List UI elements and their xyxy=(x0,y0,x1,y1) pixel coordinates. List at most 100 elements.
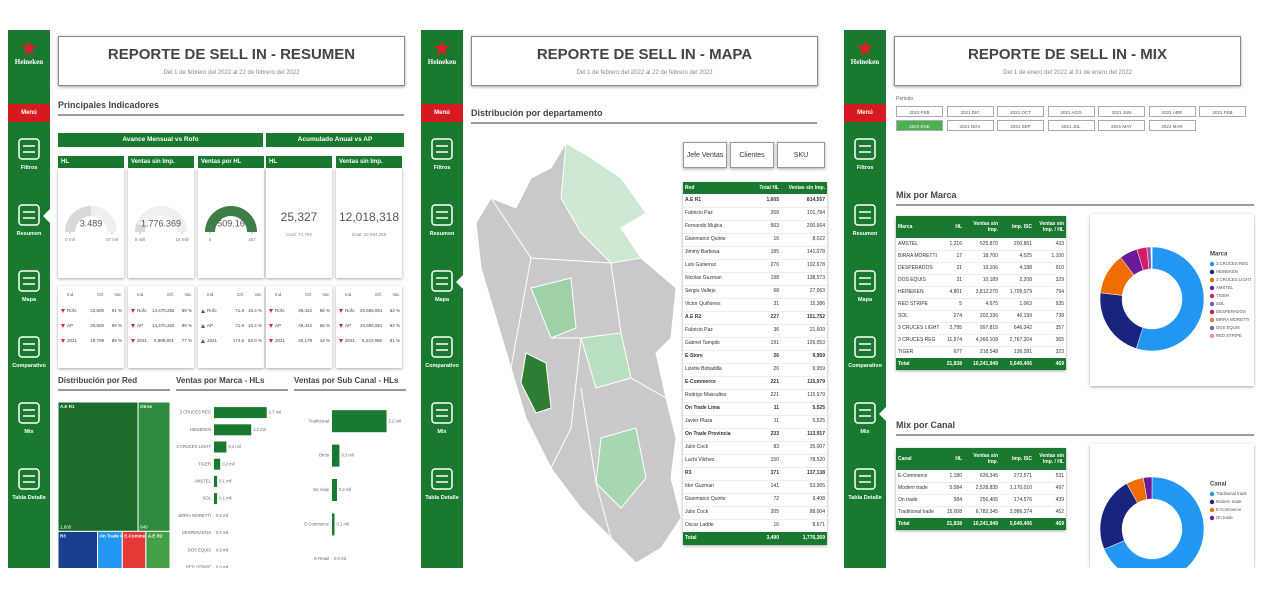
period-button[interactable]: 2021 AGO xyxy=(1047,106,1095,117)
card-header: Ventas sin Imp. xyxy=(336,156,402,168)
nav-item[interactable]: Resumen xyxy=(8,201,50,261)
table-cell: 150 xyxy=(770,457,779,463)
legend-label: AMSTEL xyxy=(1216,285,1234,290)
icon-frame xyxy=(431,468,453,490)
logo-text: Heineken xyxy=(427,58,457,66)
logo-star xyxy=(434,40,450,56)
kpi-card: 1.776.369 0 mill 16 mill xyxy=(128,168,194,278)
menu-button[interactable]: Menú xyxy=(844,104,886,122)
period-button[interactable]: 2021 ABR xyxy=(1148,106,1196,117)
table-cell: 102,678 xyxy=(806,262,825,268)
nav-item[interactable]: Mix xyxy=(844,399,886,459)
nav-label: Tabla Detalle xyxy=(12,495,46,501)
nav-item[interactable]: Mix xyxy=(8,399,50,459)
nav-item[interactable]: Mapa xyxy=(844,267,886,327)
period-button[interactable]: 2022 FEB xyxy=(896,106,943,117)
period-button[interactable]: 2021 MAY xyxy=(1098,120,1145,131)
mini-cell: 71.8 xyxy=(235,308,244,313)
bar xyxy=(332,410,387,433)
column-header: Ventas sin Imp. xyxy=(964,448,1000,470)
period-button[interactable]: 2021 MAR xyxy=(1148,120,1196,131)
period-button[interactable]: 2021 NOV xyxy=(946,120,994,131)
nav-label: Mapa xyxy=(434,297,450,303)
nav-label: Comparativo xyxy=(425,363,459,369)
table-cell: 53,965 xyxy=(809,483,825,489)
table-cell: Oscar Ladde xyxy=(685,522,714,528)
mini-table: Ind. Dif. Var. Rofo 14,470,282 89 % AP 14,470,2… xyxy=(128,286,194,368)
trend-arrow xyxy=(61,309,65,313)
period-button[interactable]: 2021 JUN xyxy=(1098,106,1145,117)
period-button[interactable]: 2021 JUL xyxy=(1047,120,1095,131)
filter-button[interactable]: Clientes xyxy=(730,142,774,168)
gauge-track xyxy=(135,206,187,232)
report-subtitle: Del 1 de enero del 2022 al 31 de enero d… xyxy=(1003,70,1132,76)
table-row: RED STRIPE 5 4,675 1,063 935 xyxy=(896,298,1066,311)
table-cell: 584 xyxy=(953,497,962,503)
category-label: TIGER xyxy=(198,461,211,466)
table-cell: 21,838 xyxy=(946,361,962,367)
kpi-goal: Goal: 32,694,265 xyxy=(351,232,387,237)
nav-item[interactable]: Comparativo xyxy=(8,333,50,393)
table-cell: 26 xyxy=(773,366,779,372)
nav-item[interactable]: Tabla Detalle xyxy=(8,465,50,525)
table-cell: 3,986,374 xyxy=(1009,509,1032,515)
report-header: REPORTE DE SELL IN - MAPA Del 1 de febrer… xyxy=(471,36,818,86)
period-button[interactable]: 2021 SEP xyxy=(997,120,1044,131)
nav-item[interactable]: Filtros xyxy=(844,135,886,195)
mini-cell: 52.0 % xyxy=(247,338,262,343)
menu-button[interactable]: Menú xyxy=(8,104,50,122)
mini-cell: 71.8 xyxy=(235,323,244,328)
nav-item[interactable]: Filtros xyxy=(421,135,463,195)
tile-value: 640 xyxy=(140,525,148,530)
total-row: Total 21,838 10,241,949 5,640,406 469 xyxy=(896,358,1066,370)
table-cell: 9,408 xyxy=(812,496,825,502)
category-label: DESPERADOS xyxy=(182,530,211,535)
trend-arrow xyxy=(269,339,273,343)
trend-arrow xyxy=(201,309,205,313)
section-rule xyxy=(176,389,288,391)
period-button[interactable]: 2021 OCT xyxy=(997,106,1044,117)
nav-item[interactable]: Comparativo xyxy=(844,333,886,393)
table-cell: Fabricio Paz xyxy=(685,210,713,216)
nav-item[interactable]: Tabla Detalle xyxy=(421,465,463,525)
table-cell: 4,198 xyxy=(1019,265,1032,271)
nav-item[interactable]: Filtros xyxy=(8,135,50,195)
column-header: Imp. ISC xyxy=(1000,448,1034,470)
table-cell: Luis Gutierrez xyxy=(685,262,717,268)
star xyxy=(857,40,873,56)
period-button[interactable]: 2021 DIC xyxy=(946,106,994,117)
mini-cell: 16.4 % xyxy=(247,323,262,328)
table-cell: 8,022 xyxy=(812,236,825,242)
nav-item[interactable]: Resumen xyxy=(421,201,463,261)
table-cell: 433 xyxy=(1055,241,1064,247)
table-cell: 19,106 xyxy=(982,265,998,271)
nav-label: Filtros xyxy=(433,165,451,171)
filter-button[interactable]: Jefe Ventas xyxy=(683,142,727,168)
report-subtitle: Del 1 de febrero del 2022 al 22 de febre… xyxy=(576,70,713,76)
gauge-tick-label: 0 mill xyxy=(135,237,146,242)
nav-item[interactable]: Tabla Detalle xyxy=(844,465,886,525)
dashboard-panel: Heineken Menú Filtros Resumen Mapa Comparativ… xyxy=(421,30,833,568)
nav-item[interactable]: Comparativo xyxy=(421,333,463,393)
nav-item[interactable]: Mapa xyxy=(8,267,50,327)
filter-button[interactable]: SKU xyxy=(777,142,825,168)
category-label: DOS EQUIS xyxy=(188,547,211,552)
table-row: Javier Plaza 11 5,525 xyxy=(683,415,827,429)
category-label: RED STRIPE xyxy=(186,565,211,568)
nav-item[interactable]: Mix xyxy=(421,399,463,459)
period-button[interactable]: 2021 FEB xyxy=(1199,106,1246,117)
nav-item[interactable]: Resumen xyxy=(844,201,886,261)
table-cell: 2,208 xyxy=(1019,277,1032,283)
donut-slice xyxy=(1103,476,1205,568)
menu-button[interactable]: Menú xyxy=(421,104,463,122)
period-button[interactable]: 2022 ENE xyxy=(896,120,943,131)
kpi-goal: Goal: 74,794 xyxy=(286,232,312,237)
mini-cell: 49,442 xyxy=(298,323,312,328)
mini-header: Dif. xyxy=(305,292,312,297)
nav-item[interactable]: Mapa xyxy=(421,267,463,327)
mini-table: Ind. Dif. Var. Rofo 20,655,951 63 % AP 20,655,9… xyxy=(336,286,402,368)
trend-arrow xyxy=(131,339,135,343)
mini-cell: 2021 xyxy=(67,338,78,343)
table-cell: 3,490 xyxy=(766,535,779,541)
